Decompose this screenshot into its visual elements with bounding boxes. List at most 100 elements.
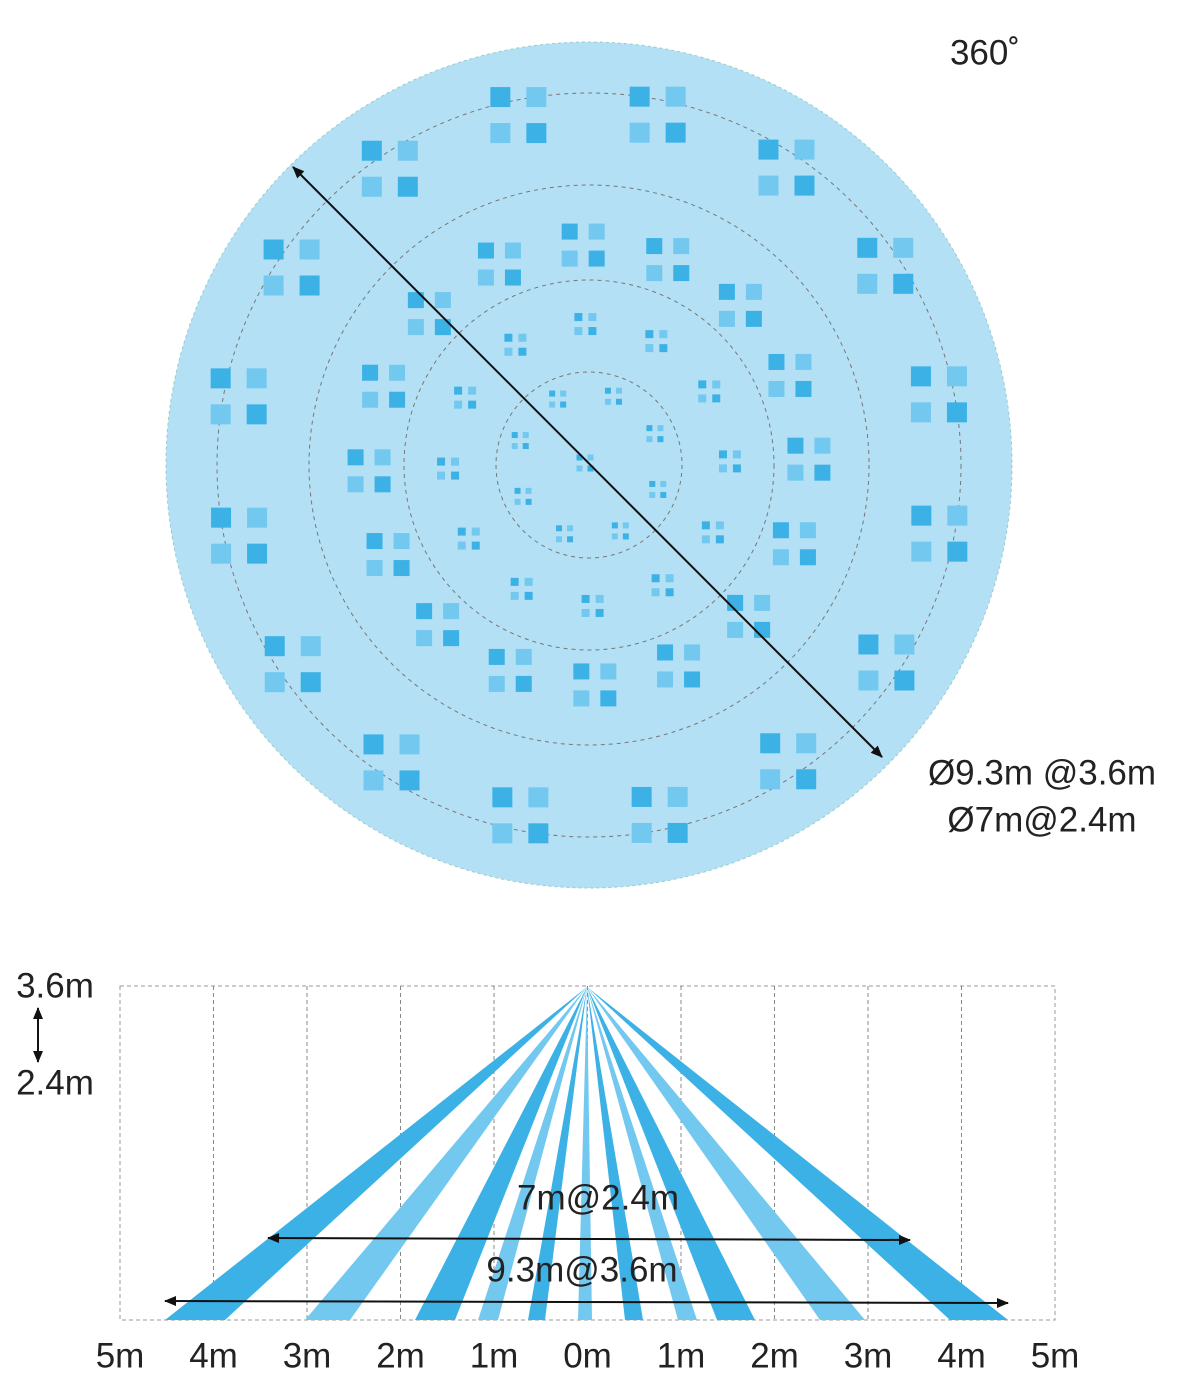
zone-square <box>374 449 391 466</box>
zone-square <box>646 425 653 432</box>
distance-label: 3m <box>283 1336 332 1375</box>
zone-square <box>760 769 781 790</box>
zone-square <box>471 541 480 550</box>
zone-square <box>510 577 519 586</box>
height-label: 3.6m <box>16 966 94 1005</box>
zone-square <box>504 347 513 356</box>
zone-square <box>760 733 781 754</box>
zone-square <box>522 443 529 450</box>
zone-square <box>588 313 597 322</box>
angle-label: 360˚ <box>950 33 1020 72</box>
zone-square <box>649 480 656 487</box>
zone-square <box>947 541 968 562</box>
zone-square <box>454 400 463 409</box>
zone-square <box>362 364 379 381</box>
zone-square <box>299 239 320 260</box>
zone-square <box>457 541 466 550</box>
diameter-label: Ø7m@2.4m <box>947 800 1136 839</box>
zone-square <box>492 823 513 844</box>
zone-square <box>511 432 518 439</box>
zone-square <box>515 675 532 692</box>
zone-square <box>910 366 931 387</box>
distance-label: 1m <box>470 1336 519 1375</box>
zone-square <box>857 273 878 294</box>
zone-square <box>573 663 590 680</box>
zone-square <box>366 560 383 577</box>
zone-square <box>622 522 629 529</box>
zone-square <box>362 391 379 408</box>
zone-square <box>490 87 511 108</box>
zone-square <box>911 541 932 562</box>
zone-square <box>622 533 629 540</box>
zone-square <box>468 386 477 395</box>
zone-square <box>299 275 320 296</box>
zone-square <box>443 603 460 620</box>
diameter-arrow <box>292 166 883 758</box>
zone-square <box>611 533 618 540</box>
zone-square <box>347 449 364 466</box>
zone-square <box>646 436 653 443</box>
range-arrow <box>164 1296 1009 1308</box>
zone-square <box>857 237 878 258</box>
height-label: 2.4m <box>16 1063 94 1102</box>
zone-square <box>526 123 547 144</box>
zone-square <box>454 386 463 395</box>
zone-square <box>799 549 816 566</box>
zone-square <box>665 86 686 107</box>
zone-square <box>715 521 724 530</box>
zone-square <box>247 507 268 528</box>
zone-square <box>659 344 668 353</box>
zone-square <box>758 175 779 196</box>
zone-square <box>300 672 321 693</box>
zone-square <box>263 239 284 260</box>
zone-square <box>588 327 597 336</box>
zone-square <box>772 522 789 539</box>
zone-square <box>646 265 663 282</box>
zone-square <box>667 786 688 807</box>
zone-square <box>561 223 578 240</box>
zone-square <box>556 525 563 532</box>
zone-square <box>796 733 817 754</box>
zone-square <box>794 175 815 196</box>
zone-square <box>604 387 611 394</box>
zone-square <box>574 327 583 336</box>
zone-square <box>600 690 617 707</box>
distance-label: 2m <box>376 1336 425 1375</box>
zone-square <box>799 522 816 539</box>
zone-square <box>437 457 446 466</box>
zone-square <box>673 265 690 282</box>
zone-square <box>560 401 567 408</box>
zone-square <box>389 364 406 381</box>
zone-square <box>715 535 724 544</box>
zone-square <box>528 823 549 844</box>
zone-square <box>718 450 727 459</box>
zone-square <box>657 436 664 443</box>
zone-square <box>416 630 433 647</box>
top-view <box>165 41 1013 889</box>
zone-square <box>631 786 652 807</box>
zone-square <box>629 86 650 107</box>
zone-square <box>468 400 477 409</box>
zone-square <box>567 536 574 543</box>
zone-square <box>893 273 914 294</box>
zone-square <box>567 525 574 532</box>
zone-square <box>488 675 505 692</box>
zone-square <box>718 464 727 473</box>
zone-square <box>604 398 611 405</box>
zone-square <box>399 770 420 791</box>
zone-ring <box>216 92 962 838</box>
zone-square <box>718 310 735 327</box>
zone-square <box>657 644 674 661</box>
zone-square <box>363 770 384 791</box>
zone-square <box>471 527 480 536</box>
zone-square <box>768 353 785 370</box>
zone-square <box>581 594 590 603</box>
zone-square <box>611 522 618 529</box>
zone-square <box>911 505 932 526</box>
zone-square <box>600 663 617 680</box>
zone-square <box>745 283 762 300</box>
zone-square <box>490 123 511 144</box>
zone-square <box>581 608 590 617</box>
zone-square <box>631 822 652 843</box>
